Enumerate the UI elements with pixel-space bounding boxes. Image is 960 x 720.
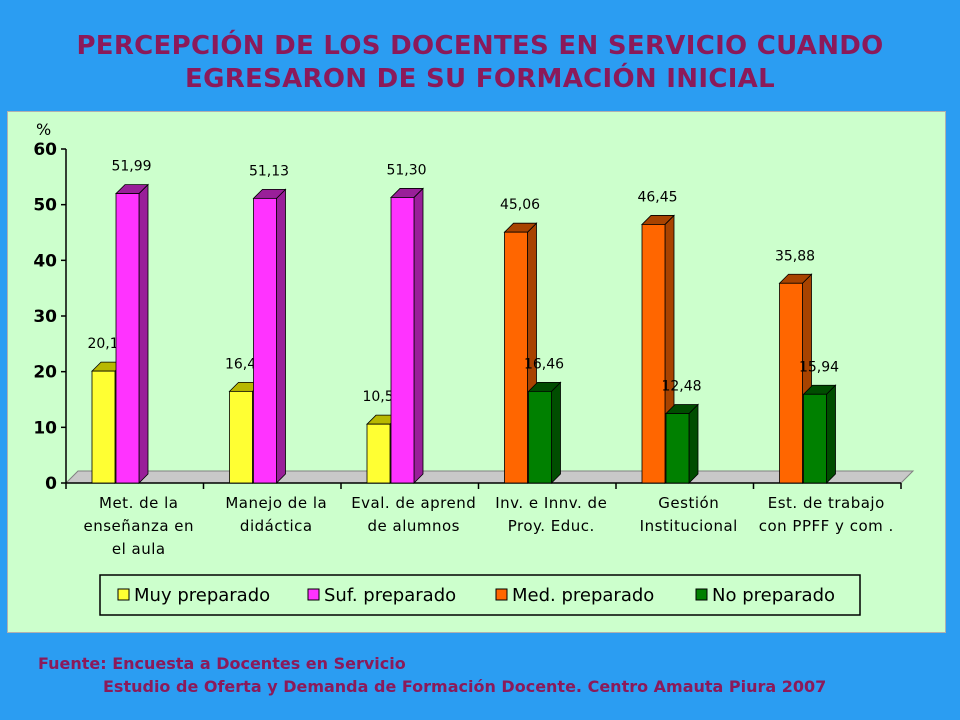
y-tick-label: 60	[33, 140, 57, 160]
bar-side	[413, 187, 424, 484]
x-category-label: Eval. de aprend	[351, 494, 476, 512]
bar-side	[826, 384, 836, 484]
bar-suf-preparado	[115, 183, 149, 484]
chart-title-line-2: EGRESARON DE SU FORMACIÓN INICIAL	[185, 64, 775, 94]
bar-no-preparado	[802, 384, 837, 484]
legend-label: No preparado	[712, 585, 835, 606]
chart-title: PERCEPCIÓN DE LOS DOCENTES EN SERVICIO C…	[0, 30, 960, 96]
source-note: Fuente: Encuesta a Docentes en Servicio	[38, 654, 406, 673]
source-study: Estudio de Oferta y Demanda de Formación…	[103, 677, 827, 696]
bar-side	[276, 188, 286, 484]
bar-front	[115, 193, 140, 484]
bar-side	[138, 183, 149, 484]
chart-title-line-1: PERCEPCIÓN DE LOS DOCENTES EN SERVICIO C…	[76, 31, 884, 61]
x-category-label: Proy. Educ.	[508, 517, 595, 535]
x-category-label: Manejo de la	[225, 494, 327, 512]
data-label: 51,30	[386, 162, 426, 178]
bar-front	[665, 413, 690, 484]
bar-front	[366, 423, 391, 484]
x-category-label: Est. de trabajo	[768, 494, 885, 512]
data-label: 51,13	[249, 163, 289, 179]
y-tick-label: 50	[33, 196, 57, 216]
legend-swatch	[495, 588, 508, 601]
bar-chart: 0 10 20 30 40 50 60% Met. de la enseñanza en el a…	[33, 120, 915, 616]
data-label: 35,88	[775, 248, 815, 264]
x-category-label: Gestión	[658, 494, 719, 512]
legend-swatch	[307, 588, 320, 601]
data-label: 15,94	[799, 359, 839, 375]
bar-no-preparado	[665, 403, 699, 484]
x-category-label: Inv. e Innv. de	[495, 494, 607, 512]
x-category-label: de alumnos	[368, 517, 461, 535]
data-label: 12,48	[661, 379, 701, 395]
bar-front	[229, 390, 253, 484]
data-label: 45,06	[500, 197, 540, 213]
bar-front	[641, 224, 666, 484]
bar-side	[551, 381, 561, 484]
chart-panel: 0 10 20 30 40 50 60% Met. de la enseñanza en el a…	[7, 111, 946, 633]
x-category-label: Met. de la	[99, 494, 178, 512]
y-tick-label: 40	[33, 251, 57, 271]
bar-front	[390, 197, 415, 484]
bar-no-preparado	[527, 381, 562, 484]
y-tick-label: 0	[45, 474, 57, 494]
legend-box	[99, 574, 861, 616]
legend-label: Suf. preparado	[324, 585, 456, 606]
bar-suf-preparado	[252, 188, 287, 484]
legend-swatch	[695, 588, 708, 601]
x-category-label: enseñanza en	[83, 517, 194, 535]
bar-front	[253, 197, 277, 484]
data-label: 16,46	[524, 356, 564, 372]
legend-label: Muy preparado	[134, 585, 270, 606]
bar-front	[779, 282, 803, 484]
bar-front	[803, 393, 827, 484]
y-axis-label: %	[36, 120, 51, 139]
x-category-label: el aula	[112, 540, 166, 558]
legend-swatch	[117, 588, 130, 601]
x-category-label: con PPFF y com .	[759, 517, 894, 535]
data-label: 51,99	[111, 159, 151, 175]
bar-suf-preparado	[390, 187, 424, 484]
y-tick-label: 10	[33, 418, 57, 438]
bar-front	[504, 231, 528, 484]
x-category-label: didáctica	[240, 517, 313, 535]
y-tick-label: 20	[33, 363, 57, 383]
x-category-label: Institucional	[640, 517, 738, 535]
legend-label: Med. preparado	[512, 585, 654, 606]
bar-front	[528, 390, 552, 484]
data-label: 46,45	[637, 189, 677, 205]
bar-front	[91, 370, 116, 484]
y-tick-label: 30	[33, 307, 57, 327]
bar-side	[688, 403, 699, 484]
